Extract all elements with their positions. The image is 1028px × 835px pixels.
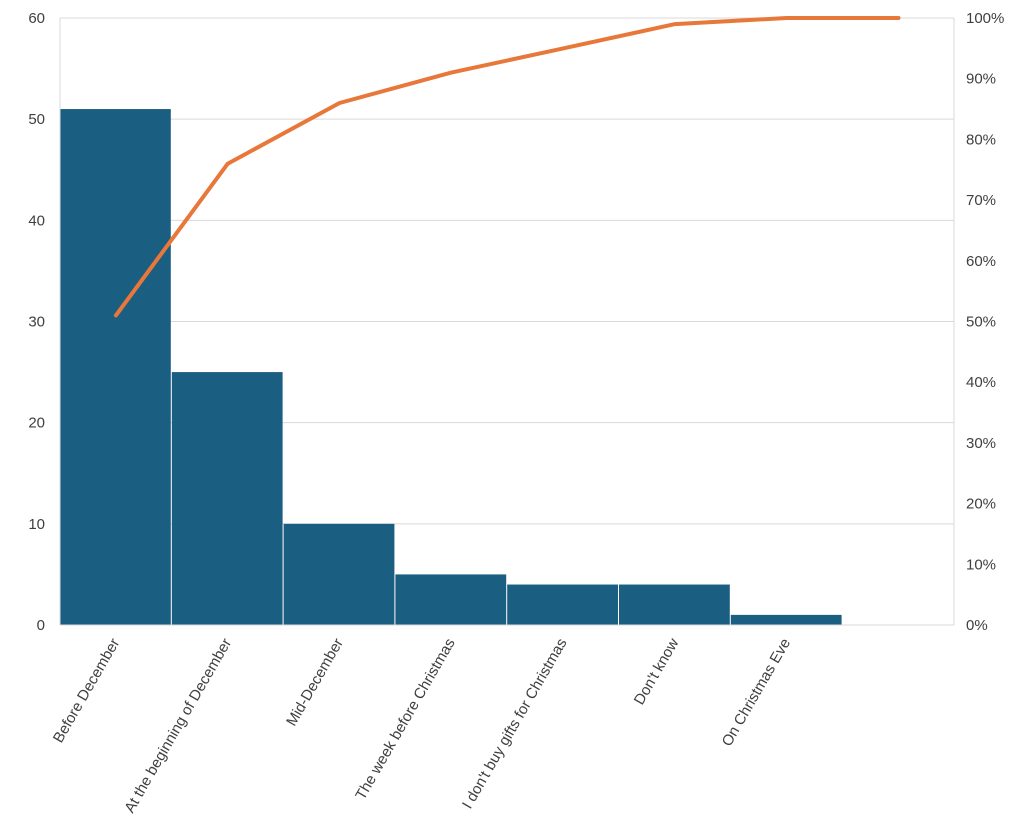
cumulative-percent-line [113, 16, 901, 318]
x-category-label: I don't buy gifts for Christmas [459, 636, 571, 812]
x-category-label: Don't know [631, 635, 683, 707]
y-tick-label: 30 [28, 314, 45, 331]
y-tick-label: 20 [28, 415, 45, 432]
y2-tick-label: 80% [966, 131, 996, 148]
y2-tick-label: 30% [966, 435, 996, 452]
y2-tick-label: 0% [966, 617, 988, 634]
y-axis-ticks: 0 10 20 30 40 50 60 [28, 10, 45, 634]
bar [730, 614, 842, 625]
x-category-label: At the beginning of December [121, 636, 235, 816]
bar [507, 584, 618, 625]
y2-tick-label: 60% [966, 253, 996, 270]
y2-tick-label: 50% [966, 314, 996, 331]
y-tick-label: 0 [37, 617, 45, 634]
bars [60, 109, 842, 626]
cumulative-line [113, 16, 901, 318]
y-tick-label: 50 [28, 111, 45, 128]
x-category-label: Before December [50, 636, 124, 746]
y2-tick-label: 70% [966, 192, 996, 209]
y2-tick-label: 20% [966, 496, 996, 513]
bar [60, 109, 171, 626]
y-tick-label: 60 [28, 10, 45, 27]
x-category-label: Mid-December [283, 635, 347, 729]
y2-tick-label: 10% [966, 556, 996, 573]
y2-tick-label: 100% [966, 10, 1004, 27]
x-category-label: The week before Christmas [352, 636, 458, 803]
x-category-label: On Christmas Eve [719, 636, 795, 750]
bar [171, 372, 283, 625]
bar [395, 574, 507, 625]
y2-axis-ticks: 0% 10% 20% 30% 40% 50% 60% 70% 80% 90% 100% [966, 10, 1004, 634]
bar [619, 584, 730, 625]
y2-tick-label: 90% [966, 71, 996, 88]
y-tick-label: 40 [28, 212, 45, 229]
y-tick-label: 10 [28, 516, 45, 533]
y2-tick-label: 40% [966, 374, 996, 391]
axes [59, 18, 955, 626]
bar [283, 523, 395, 625]
